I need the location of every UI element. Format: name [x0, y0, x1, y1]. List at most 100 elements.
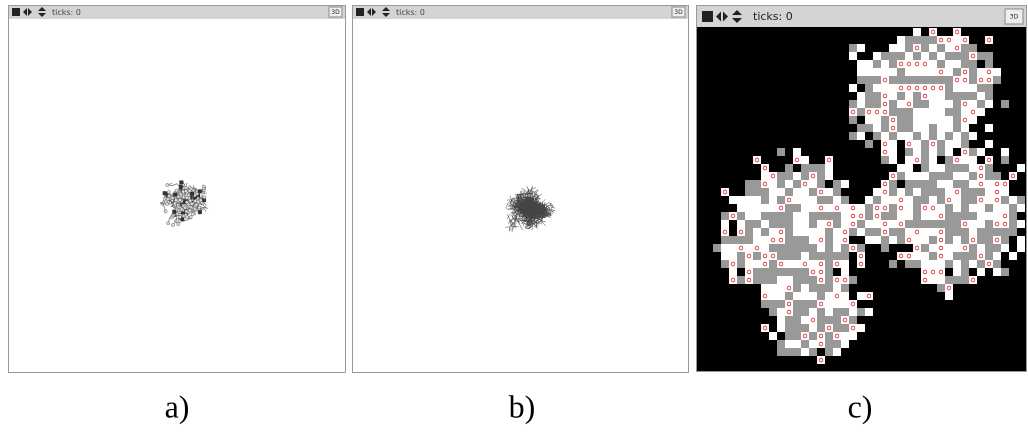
cell: [849, 300, 857, 308]
cell: [761, 228, 769, 236]
cell: [785, 260, 793, 268]
cell: [913, 76, 921, 84]
3d-button-label[interactable]: 3D: [1010, 14, 1019, 21]
cell: [857, 292, 865, 300]
view-b: ticks: 0 3D b): [353, 6, 689, 425]
cell: [857, 252, 865, 260]
cell: [921, 132, 929, 140]
cell: [881, 156, 889, 164]
node: [166, 202, 169, 205]
cell: [969, 252, 977, 260]
cell: [785, 252, 793, 260]
cell: [985, 68, 993, 76]
cell: [929, 108, 937, 116]
ticks-label: ticks: 0: [396, 8, 425, 17]
cell: [801, 268, 809, 276]
cell: [777, 228, 785, 236]
cell: [969, 244, 977, 252]
cell: [889, 100, 897, 108]
cell: [897, 36, 905, 44]
node: [167, 194, 170, 197]
cell: [721, 228, 729, 236]
cell: [817, 204, 825, 212]
cell: [1001, 148, 1009, 156]
cell: [929, 132, 937, 140]
cell: [809, 308, 817, 316]
cell: [929, 60, 937, 68]
cell: [849, 84, 857, 92]
cell: [817, 276, 825, 284]
cell: [873, 132, 881, 140]
3d-button-label[interactable]: 3D: [331, 9, 340, 16]
cell: [745, 212, 753, 220]
cell: [913, 84, 921, 92]
cell: [793, 228, 801, 236]
cell: [913, 260, 921, 268]
cell: [889, 116, 897, 124]
toolbar-icon[interactable]: [702, 11, 713, 22]
cell: [881, 180, 889, 188]
cell: [833, 332, 841, 340]
cell: [769, 220, 777, 228]
3d-button-label[interactable]: 3D: [674, 9, 683, 16]
cell: [953, 100, 961, 108]
cell: [937, 244, 945, 252]
cell: [913, 252, 921, 260]
cell: [833, 324, 841, 332]
node: [185, 196, 188, 199]
cell: [801, 164, 809, 172]
cell: [945, 292, 953, 300]
caption: c): [848, 388, 873, 424]
cell: [745, 252, 753, 260]
cell: [801, 180, 809, 188]
cell: [737, 212, 745, 220]
cell: [793, 188, 801, 196]
cell: [945, 244, 953, 252]
cell: [753, 212, 761, 220]
cell: [969, 196, 977, 204]
toolbar-icon[interactable]: [12, 8, 20, 16]
cell: [777, 316, 785, 324]
cell: [889, 140, 897, 148]
node-block: [173, 193, 177, 197]
cell: [873, 188, 881, 196]
cell: [945, 92, 953, 100]
cell: [905, 236, 913, 244]
cell: [937, 188, 945, 196]
cell: [777, 172, 785, 180]
cell: [809, 324, 817, 332]
cell: [809, 348, 817, 356]
cell: [777, 204, 785, 212]
cell: [817, 324, 825, 332]
node: [202, 185, 205, 188]
cell: [777, 276, 785, 284]
cell: [857, 324, 865, 332]
cell: [745, 180, 753, 188]
cell: [897, 84, 905, 92]
cell: [793, 300, 801, 308]
cell: [929, 276, 937, 284]
cell: [937, 236, 945, 244]
node: [193, 208, 196, 211]
cell: [777, 284, 785, 292]
view-c: ticks: 0 3D c): [697, 6, 1027, 425]
toolbar-icon[interactable]: [356, 8, 364, 16]
cell: [849, 52, 857, 60]
cell: [921, 252, 929, 260]
cell: [993, 244, 1001, 252]
cell: [881, 124, 889, 132]
cell: [793, 308, 801, 316]
cell: [841, 332, 849, 340]
node: [174, 199, 177, 202]
cell: [865, 292, 873, 300]
cell: [865, 228, 873, 236]
cell: [937, 132, 945, 140]
cell: [777, 220, 785, 228]
cell: [809, 188, 817, 196]
cell: [865, 124, 873, 132]
cell: [777, 244, 785, 252]
cell: [913, 124, 921, 132]
cell: [953, 164, 961, 172]
cell: [889, 92, 897, 100]
cell: [865, 140, 873, 148]
